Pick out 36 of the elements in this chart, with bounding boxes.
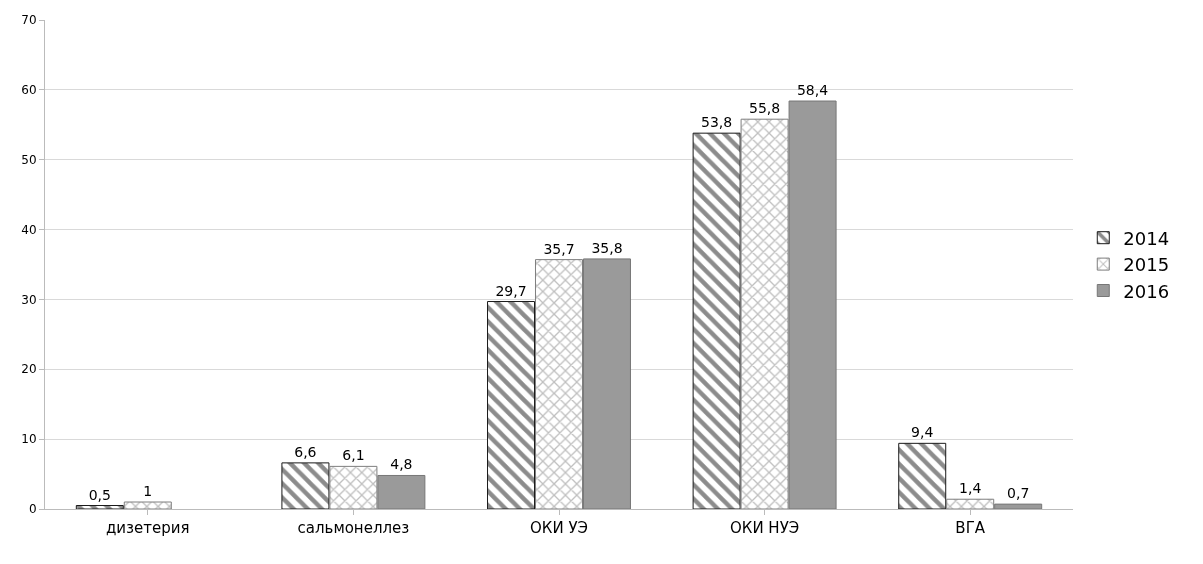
bar [75,505,124,509]
bar [123,501,172,509]
data-label: 6,1 [342,447,365,464]
data-label: 9,4 [911,424,934,441]
data-label: 0,5 [88,486,111,503]
data-label: 4,8 [390,456,413,473]
y-tick-label: 40 [21,222,37,237]
bar [898,442,947,509]
x-tick-label: сальмонеллез [297,519,410,537]
x-tick-label: дизетерия [106,519,190,537]
y-tick-label: 60 [21,83,37,98]
bar [692,132,741,509]
y-tick-label: 70 [21,13,37,28]
data-label: 6,6 [294,443,317,460]
y-tick-label: 10 [21,432,37,447]
data-label: 35,7 [543,240,575,257]
text: 2015 [1123,254,1170,276]
legend-label: 2016 [1123,280,1170,302]
data-label: 1,4 [959,480,982,497]
data-label: 0,7 [1007,485,1030,502]
y-tick-label: 20 [21,362,37,377]
text: 2014 [1123,227,1170,249]
data-label: 53,8 [701,114,733,131]
y-tick-label: 0 [28,502,37,517]
data-label: 55,8 [749,100,781,117]
x-tick-label: ОКИ НУЭ [729,519,800,537]
y-tick-label: 50 [21,152,37,167]
data-label: 35,8 [591,239,623,256]
data-label: 29,7 [495,282,527,299]
bar [281,462,330,509]
x-tick-label: ВГА [955,519,986,537]
bar [487,301,536,509]
data-label: 58,4 [796,82,829,99]
data-label: 1 [143,483,153,500]
x-tick-label: ОКИ УЭ [529,519,589,537]
y-tick-label: 30 [21,292,37,307]
